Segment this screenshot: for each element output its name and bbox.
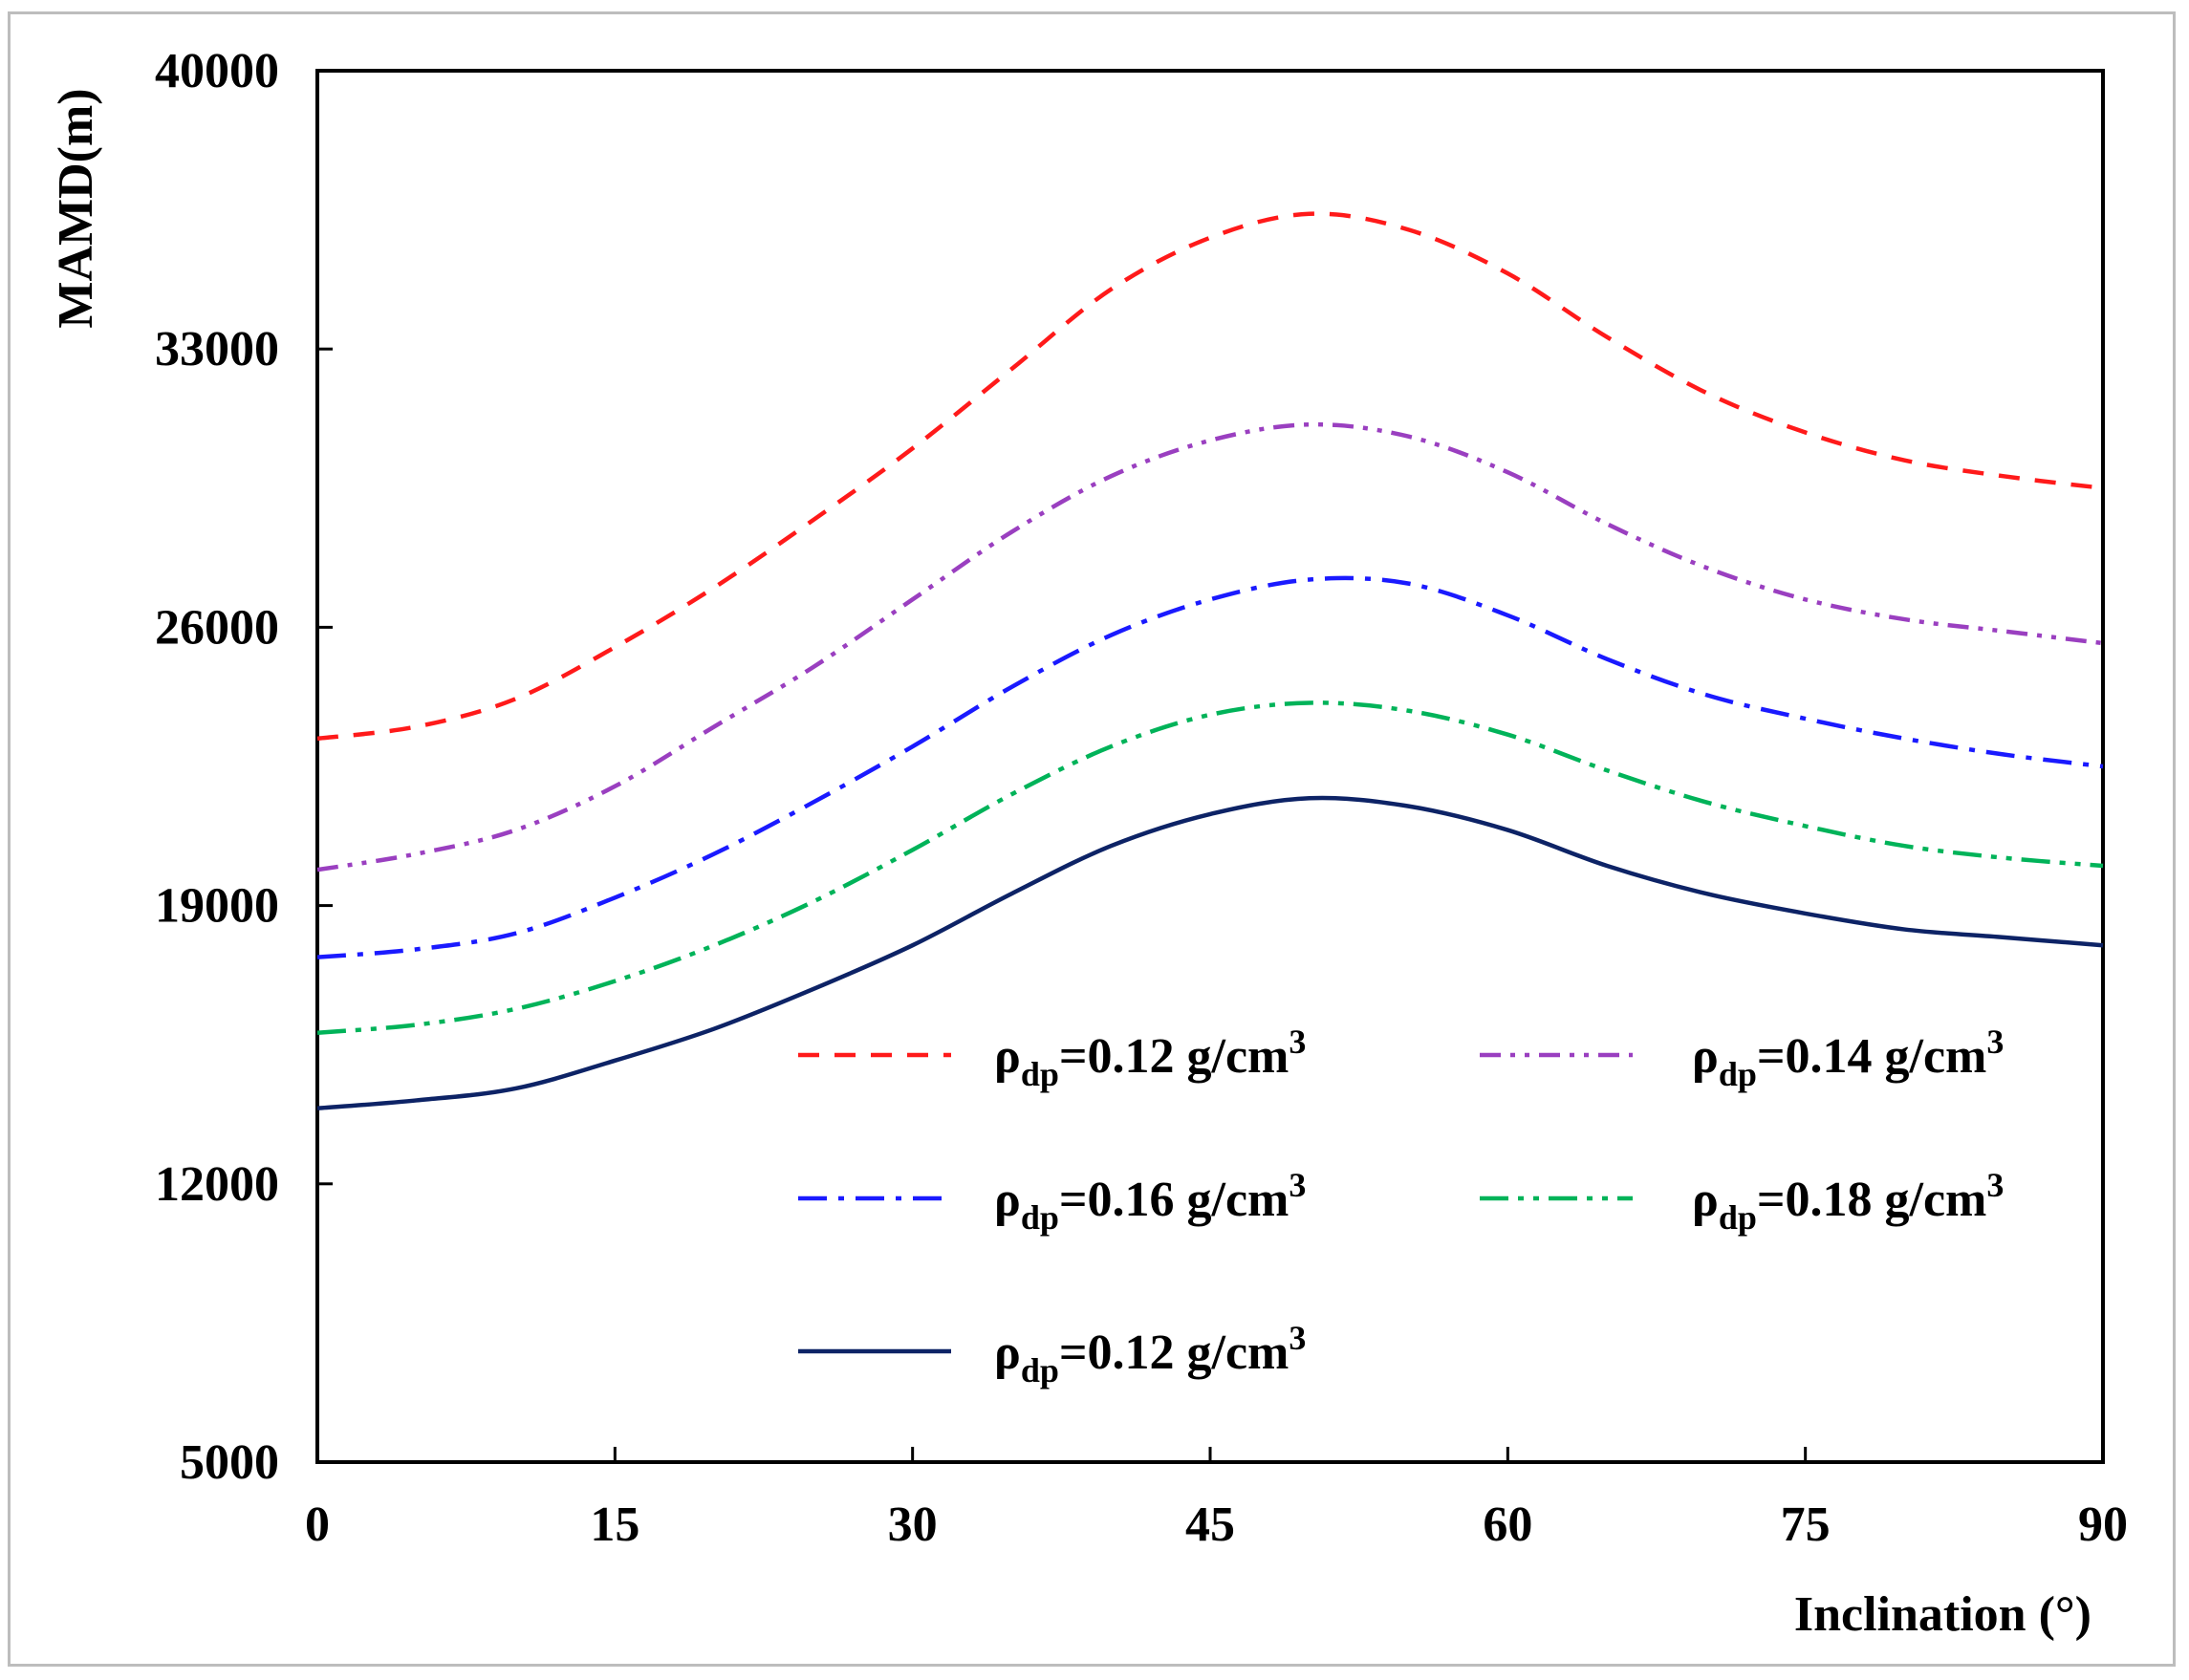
legend-subscript: dp bbox=[1719, 1198, 1757, 1237]
y-axis-ticks: 5000 12000 19000 26000 33000 40000 bbox=[155, 44, 333, 1490]
legend-superscript: 3 bbox=[1289, 1319, 1306, 1357]
legend-rho: ρ bbox=[994, 1029, 1021, 1084]
legend-rho: ρ bbox=[1692, 1173, 1719, 1227]
x-tick-label: 60 bbox=[1483, 1497, 1532, 1552]
y-tick-label: 26000 bbox=[155, 600, 279, 655]
plot-area bbox=[315, 69, 2105, 1464]
y-axis-title: MAMD(m) bbox=[49, 88, 103, 328]
x-tick-label: 45 bbox=[1185, 1497, 1235, 1552]
x-axis-ticks: 0 15 30 45 60 75 90 bbox=[305, 1447, 2128, 1552]
x-tick-label: 75 bbox=[1781, 1497, 1831, 1552]
x-tick-label: 15 bbox=[590, 1497, 639, 1552]
legend-rho: ρ bbox=[1692, 1029, 1719, 1084]
legend-superscript: 3 bbox=[1986, 1166, 2004, 1204]
series-line-5 bbox=[316, 795, 2104, 1111]
legend-value: =0.18 g/cm bbox=[1757, 1173, 1986, 1227]
legend-subscript: dp bbox=[1021, 1351, 1059, 1389]
legend-rho: ρ bbox=[994, 1173, 1021, 1227]
legend-label-3: ρdp=0.16 g/cm3 bbox=[994, 1166, 1306, 1237]
legend-superscript: 3 bbox=[1289, 1023, 1306, 1061]
series-line-3 bbox=[316, 575, 2104, 959]
legend-value: =0.12 g/cm bbox=[1059, 1029, 1289, 1084]
legend-label-2: ρdp=0.14 g/cm3 bbox=[1692, 1023, 2004, 1093]
y-tick-label: 12000 bbox=[155, 1157, 279, 1212]
x-tick-label: 0 bbox=[305, 1497, 330, 1552]
series-line-1 bbox=[316, 211, 2104, 742]
series-lines bbox=[316, 211, 2104, 1111]
legend-subscript: dp bbox=[1719, 1055, 1757, 1093]
legend-value: =0.12 g/cm bbox=[1059, 1325, 1289, 1380]
legend-subscript: dp bbox=[1021, 1055, 1059, 1093]
series-line-4 bbox=[316, 700, 2104, 1035]
legend-label-5: ρdp=0.12 g/cm3 bbox=[994, 1319, 1306, 1389]
legend-subscript: dp bbox=[1021, 1198, 1059, 1237]
y-tick-label: 5000 bbox=[180, 1435, 279, 1490]
legend-value: =0.14 g/cm bbox=[1757, 1029, 1986, 1084]
y-tick-label: 19000 bbox=[155, 879, 279, 934]
y-tick-label: 40000 bbox=[155, 44, 279, 98]
figure-frame bbox=[8, 11, 2176, 1667]
series-line-2 bbox=[316, 421, 2104, 872]
legend-rho: ρ bbox=[994, 1325, 1021, 1380]
legend-label-4: ρdp=0.18 g/cm3 bbox=[1692, 1166, 2004, 1237]
legend-label-1: ρdp=0.12 g/cm3 bbox=[994, 1023, 1306, 1093]
x-tick-label: 90 bbox=[2078, 1497, 2128, 1552]
x-tick-label: 30 bbox=[888, 1497, 938, 1552]
y-tick-label: 33000 bbox=[155, 322, 279, 377]
legend-superscript: 3 bbox=[1289, 1166, 1306, 1204]
legend-superscript: 3 bbox=[1986, 1023, 2004, 1061]
x-axis-title: Inclination (°) bbox=[1794, 1587, 2091, 1642]
legend-value: =0.16 g/cm bbox=[1059, 1173, 1289, 1227]
